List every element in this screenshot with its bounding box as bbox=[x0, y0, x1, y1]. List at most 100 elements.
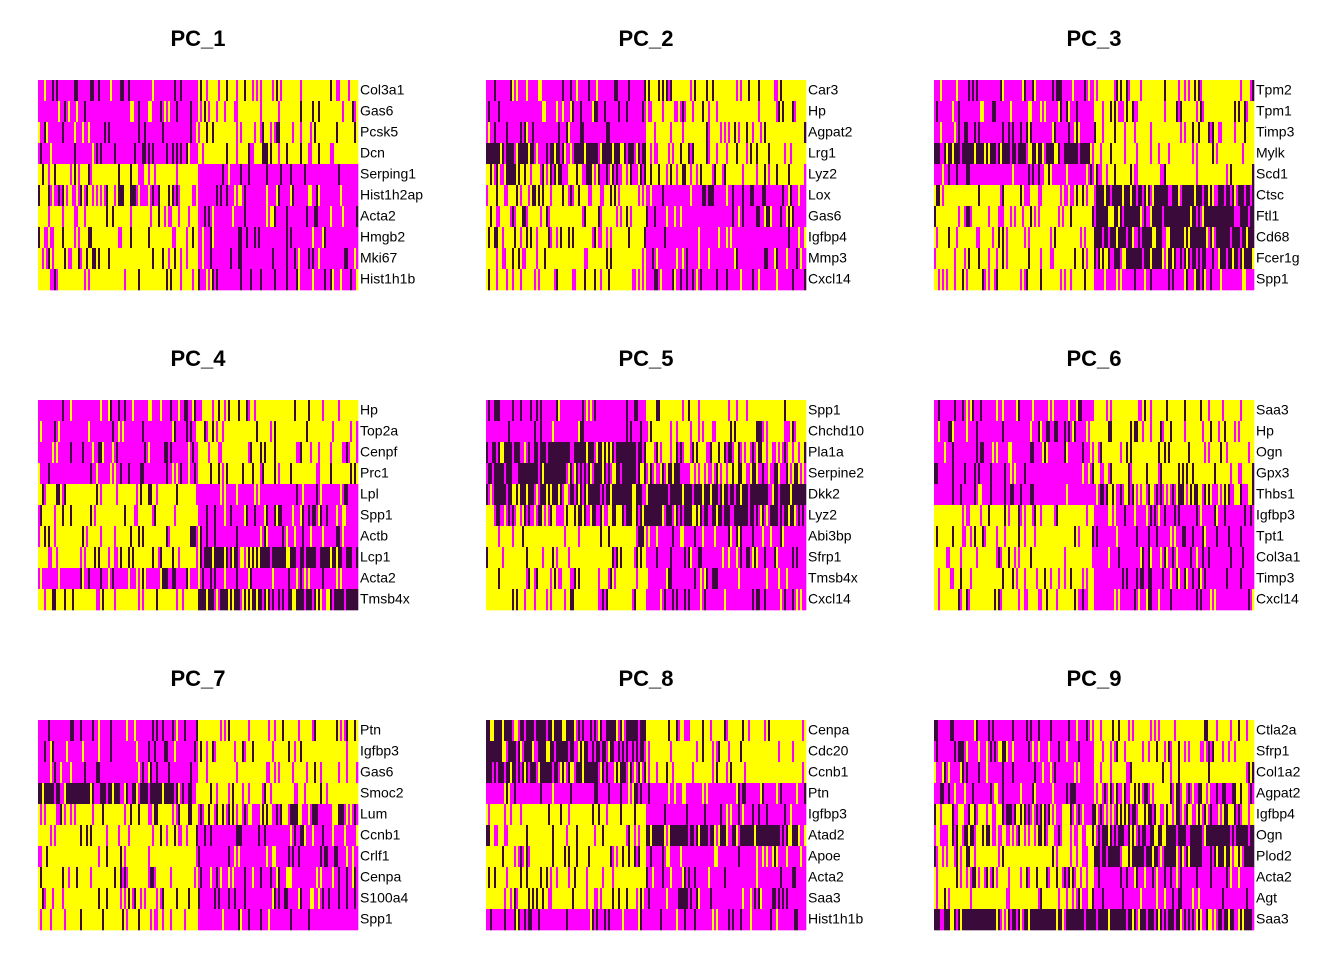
heatmap-cell bbox=[500, 227, 503, 249]
heatmap-cell bbox=[990, 80, 993, 102]
heatmap-cell bbox=[950, 164, 953, 186]
heatmap-cell bbox=[578, 206, 581, 228]
heatmap-cell bbox=[1008, 101, 1011, 123]
heatmap-cell bbox=[682, 122, 685, 144]
heatmap-cell bbox=[224, 206, 227, 228]
heatmap-cell bbox=[306, 185, 309, 207]
heatmap-cell bbox=[222, 227, 225, 249]
heatmap-cell bbox=[46, 185, 49, 207]
heatmap-cell bbox=[1250, 164, 1253, 186]
heatmap-cell bbox=[134, 206, 137, 228]
heatmap-cell bbox=[972, 227, 975, 249]
heatmap-cell bbox=[1018, 143, 1021, 165]
heatmap-cell bbox=[1184, 227, 1187, 249]
heatmap-cell bbox=[642, 164, 645, 186]
heatmap-cell bbox=[1232, 248, 1235, 270]
heatmap-cell bbox=[1034, 101, 1037, 123]
heatmap-cell bbox=[186, 269, 189, 291]
heatmap-cell bbox=[1230, 101, 1233, 123]
heatmap-cell bbox=[754, 143, 757, 165]
heatmap-cell bbox=[1072, 227, 1075, 249]
heatmap-cell bbox=[210, 248, 213, 270]
heatmap-cell bbox=[1000, 122, 1003, 144]
heatmap-cell bbox=[1112, 164, 1115, 186]
heatmap-cell bbox=[744, 269, 747, 291]
heatmap-cell bbox=[160, 400, 163, 422]
heatmap-cell bbox=[578, 269, 581, 291]
heatmap-cell bbox=[1088, 206, 1091, 228]
heatmap-cell bbox=[82, 206, 85, 228]
heatmap-cell bbox=[744, 248, 747, 270]
heatmap-cell bbox=[964, 122, 967, 144]
heatmap-cell bbox=[718, 164, 721, 186]
heatmap-cell bbox=[520, 122, 523, 144]
heatmap-cell bbox=[64, 80, 67, 102]
heatmap-cell bbox=[328, 122, 331, 144]
heatmap-cell bbox=[350, 248, 353, 270]
heatmap-cell bbox=[344, 248, 347, 270]
heatmap-cell bbox=[502, 227, 505, 249]
heatmap-cell bbox=[632, 80, 635, 102]
heatmap-cell bbox=[312, 185, 315, 207]
heatmap-cell bbox=[1212, 143, 1215, 165]
heatmap-cell bbox=[1054, 269, 1057, 291]
heatmap-cell bbox=[216, 206, 219, 228]
heatmap-cell bbox=[520, 248, 523, 270]
heatmap-cell bbox=[668, 185, 671, 207]
heatmap-cell bbox=[296, 206, 299, 228]
heatmap-cell bbox=[644, 164, 647, 186]
heatmap-cell bbox=[606, 164, 609, 186]
heatmap-cell bbox=[1022, 248, 1025, 270]
heatmap-cell bbox=[282, 143, 285, 165]
heatmap-cell bbox=[1122, 269, 1125, 291]
heatmap-cell bbox=[222, 400, 225, 422]
heatmap-cell bbox=[1200, 185, 1203, 207]
heatmap-cell bbox=[122, 206, 125, 228]
heatmap-cell bbox=[1182, 122, 1185, 144]
heatmap-cell bbox=[692, 185, 695, 207]
heatmap-cell bbox=[128, 122, 131, 144]
heatmap-cell bbox=[1116, 122, 1119, 144]
heatmap-cell bbox=[216, 164, 219, 186]
heatmap-cell bbox=[612, 248, 615, 270]
heatmap-cell bbox=[1150, 143, 1153, 165]
heatmap-cell bbox=[174, 227, 177, 249]
heatmap-cell bbox=[1236, 143, 1239, 165]
heatmap-cell bbox=[158, 164, 161, 186]
heatmap-cell bbox=[1194, 185, 1197, 207]
heatmap-cell bbox=[606, 227, 609, 249]
heatmap-cell bbox=[1154, 248, 1157, 270]
heatmap-cell bbox=[238, 269, 241, 291]
heatmap-cell bbox=[508, 122, 511, 144]
heatmap-cell bbox=[242, 164, 245, 186]
heatmap-cell bbox=[558, 206, 561, 228]
heatmap-cell bbox=[564, 143, 567, 165]
heatmap-cell bbox=[972, 80, 975, 102]
heatmap-cell bbox=[1060, 143, 1063, 165]
heatmap-cell bbox=[612, 269, 615, 291]
heatmap-cell bbox=[1056, 227, 1059, 249]
heatmap-cell bbox=[220, 143, 223, 165]
heatmap-cell bbox=[216, 185, 219, 207]
heatmap-cell bbox=[556, 101, 559, 123]
heatmap-cell bbox=[140, 122, 143, 144]
heatmap-cell bbox=[194, 269, 197, 291]
heatmap-cell bbox=[146, 269, 149, 291]
heatmap-cell bbox=[1024, 122, 1027, 144]
heatmap-cell bbox=[292, 227, 295, 249]
heatmap-cell bbox=[316, 185, 319, 207]
heatmap-cell bbox=[186, 101, 189, 123]
heatmap-cell bbox=[786, 80, 789, 102]
heatmap-cell bbox=[274, 400, 277, 422]
heatmap-cell bbox=[250, 400, 253, 422]
heatmap-cell bbox=[700, 269, 703, 291]
heatmap-cell bbox=[46, 206, 49, 228]
heatmap-cell bbox=[612, 227, 615, 249]
heatmap-cell bbox=[1202, 101, 1205, 123]
heatmap-cell bbox=[750, 101, 753, 123]
heatmap-cell bbox=[1096, 122, 1099, 144]
heatmap-cell bbox=[748, 248, 751, 270]
heatmap-cell bbox=[1148, 101, 1151, 123]
heatmap-cell bbox=[278, 248, 281, 270]
heatmap-cell bbox=[782, 101, 785, 123]
